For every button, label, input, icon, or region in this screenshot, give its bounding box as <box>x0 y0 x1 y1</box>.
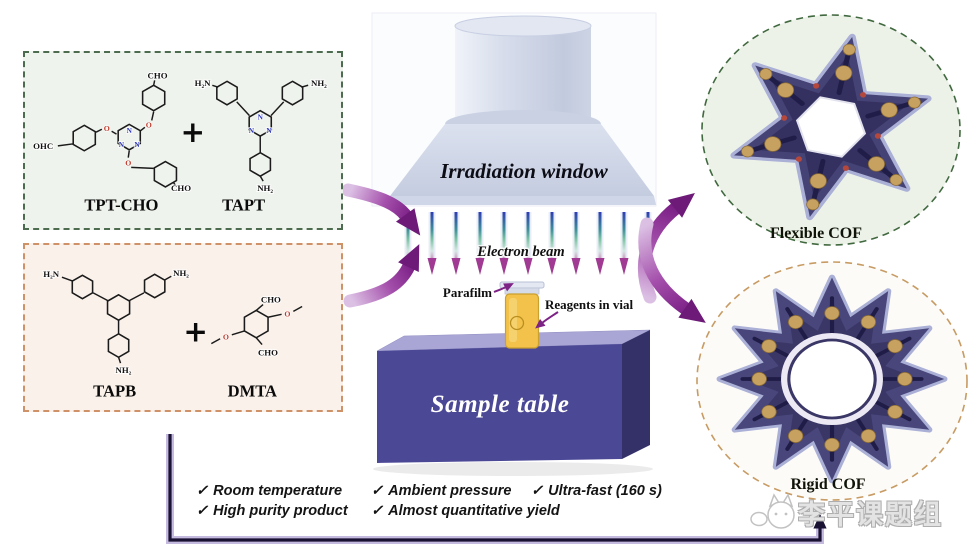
svg-text:O: O <box>125 158 131 167</box>
electron-beam-label: Electron beam <box>476 244 564 260</box>
beam-arrow <box>428 212 437 275</box>
cho-label: CHO <box>258 347 278 357</box>
nh2-label: NH₂ <box>116 365 132 375</box>
benefits-column-3: ✓ Ultra-fast (160 s) <box>531 481 662 501</box>
monomer-box-1-structures: N N N O O O CHO OHC CHO TPT-CHO + <box>32 69 328 214</box>
tapb-name: TAPB <box>93 381 136 400</box>
benefit-item: ✓ Ambient pressure <box>371 483 512 499</box>
benefits-column-2: ✓ Ambient pressure ✓ Almost quantitative y… <box>371 481 560 521</box>
watermark-text: 李平课题组 <box>798 499 943 530</box>
rigid-cof-circle: Rigid COF <box>696 261 968 501</box>
sample-table-illustration: Sample table <box>373 329 653 476</box>
reagents-in-vial-label: Reagents in vial <box>545 297 634 312</box>
benefit-item: ✓ Ultra-fast (160 s) <box>531 483 662 499</box>
tpt-cho-name: TPT-CHO <box>84 195 158 214</box>
beam-arrow <box>572 212 581 275</box>
workflow-bracket-arrow <box>166 434 827 544</box>
svg-text:O: O <box>104 124 110 133</box>
check-icon: ✓ <box>371 483 384 499</box>
monomer-box-flexible-precursors: N N N O O O CHO OHC CHO TPT-CHO + <box>23 51 343 230</box>
benefit-item: ✓ High purity product <box>196 503 348 519</box>
svg-text:O: O <box>223 333 229 342</box>
molecule-tapt: N N N H₂N NH₂ NH₂ TAPT <box>194 77 328 214</box>
dmta-name: DMTA <box>228 381 277 400</box>
cho-label: CHO <box>171 183 191 193</box>
svg-text:N: N <box>266 126 272 135</box>
check-icon: ✓ <box>531 483 544 499</box>
irradiation-window-label: Irradiation window <box>439 159 608 183</box>
svg-text:N: N <box>249 126 255 135</box>
check-icon: ✓ <box>196 483 209 499</box>
rigid-cof-structure <box>716 274 948 484</box>
flexible-cof-circle: Flexible COF <box>701 14 961 246</box>
svg-text:N: N <box>119 140 125 149</box>
tapt-name: TAPT <box>222 195 265 214</box>
vial-illustration <box>499 281 545 349</box>
svg-text:N: N <box>127 126 133 135</box>
nh2-label: NH₂ <box>311 78 327 88</box>
molecule-tapb: H₂N NH₂ NH₂ TAPB <box>42 267 190 400</box>
svg-text:N: N <box>134 140 140 149</box>
beam-arrow <box>620 212 629 275</box>
beam-arrow <box>452 212 461 275</box>
nh2-label: NH₂ <box>173 268 189 278</box>
benefits-list: ✓ Room temperature ✓ High purity product ✓… <box>0 481 972 527</box>
irradiation-window-illustration: Irradiation window <box>371 12 657 207</box>
nh2-label: NH₂ <box>257 183 273 193</box>
arrow-beam-to-rigid-cof <box>638 217 706 323</box>
check-icon: ✓ <box>371 503 384 519</box>
molecule-dmta: O O CHO CHO DMTA <box>210 294 303 400</box>
cho-label: CHO <box>261 295 281 305</box>
molecule-tpt-cho: N N N O O O CHO OHC CHO TPT-CHO <box>32 69 192 214</box>
cho-label: CHO <box>148 70 168 80</box>
h2n-label: H₂N <box>43 269 59 279</box>
ohc-label: OHC <box>33 141 53 151</box>
sample-table-label: Sample table <box>431 391 570 418</box>
plus-sign: + <box>183 315 208 349</box>
cat-logo-icon <box>750 493 795 529</box>
electron-beam-arrows: Electron beam <box>404 212 653 275</box>
benefit-item: ✓ Almost quantitative yield <box>371 503 560 519</box>
check-icon: ✓ <box>196 503 209 519</box>
beam-arrow <box>596 212 605 275</box>
rigid-cof-label: Rigid COF <box>790 476 865 493</box>
flexible-cof-label: Flexible COF <box>770 225 862 242</box>
benefit-item: ✓ Room temperature <box>196 483 343 499</box>
svg-text:O: O <box>146 120 152 129</box>
plus-sign: + <box>180 115 205 149</box>
h2n-label: H₂N <box>195 78 211 88</box>
benefits-column-1: ✓ Room temperature ✓ High purity product <box>196 481 348 521</box>
monomer-box-2-structures: H₂N NH₂ NH₂ TAPB + O O CHO CHO DMTA <box>42 267 303 400</box>
arrow-box2-to-beam <box>343 244 420 308</box>
reagents-arrow <box>535 311 559 329</box>
arrow-box1-to-beam <box>341 183 421 236</box>
svg-text:O: O <box>284 309 290 318</box>
monomer-box-rigid-precursors: H₂N NH₂ NH₂ TAPB + O O CHO CHO DMTA <box>23 243 343 412</box>
flexible-cof-structure <box>730 33 932 221</box>
watermark: 李平课题组 <box>750 492 943 532</box>
svg-text:N: N <box>258 112 264 121</box>
parafilm-label: Parafilm <box>443 285 492 300</box>
parafilm-arrow <box>493 283 514 293</box>
